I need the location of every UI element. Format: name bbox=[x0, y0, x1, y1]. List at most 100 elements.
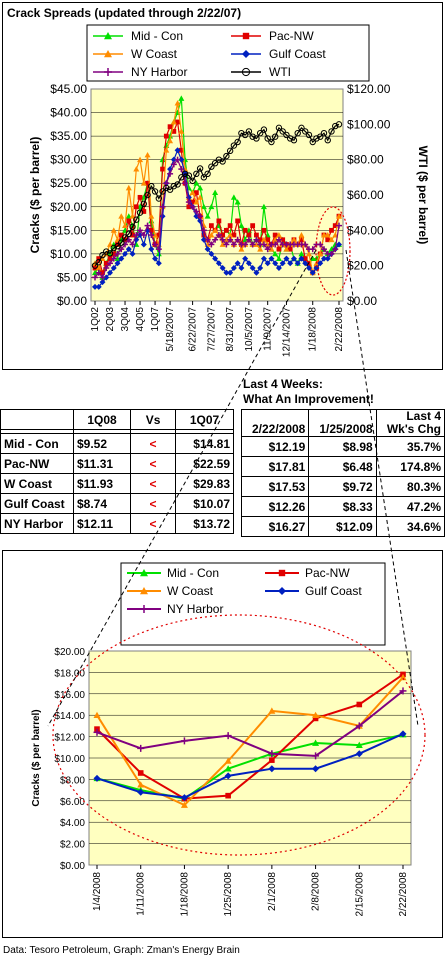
y-tick-label: $10.00 bbox=[54, 754, 85, 765]
cell-prior: $12.09 bbox=[308, 516, 377, 537]
data-point-mid-con bbox=[208, 203, 215, 210]
data-point-wti bbox=[200, 174, 208, 181]
series-wti bbox=[91, 121, 343, 269]
source-note: Data: Tesoro Petroleum, Graph: Zman's En… bbox=[3, 945, 240, 956]
data-point-ny-harbor bbox=[212, 236, 219, 243]
data-point-wti bbox=[204, 170, 211, 178]
data-point-pac-nw bbox=[329, 227, 334, 233]
series-line-gulf-coast bbox=[96, 732, 404, 799]
header-1q07: 1Q07 bbox=[175, 409, 234, 430]
table-row: Mid - Con $9.52 < $14.81 bbox=[0, 433, 234, 454]
data-point-pac-nw bbox=[225, 792, 231, 799]
data-point-w-coast bbox=[137, 156, 144, 163]
x-tick-label: 4Q05 bbox=[135, 307, 146, 332]
data-point-ny-harbor bbox=[137, 744, 145, 752]
data-point-wti bbox=[320, 129, 328, 137]
data-point-wti bbox=[245, 128, 253, 135]
data-point-w-coast bbox=[125, 184, 132, 191]
data-point-w-coast bbox=[189, 189, 196, 196]
data-point-ny-harbor bbox=[180, 737, 188, 745]
data-point-gulf-coast bbox=[324, 255, 331, 262]
data-point-gulf-coast bbox=[355, 750, 363, 758]
x-tick-label: 12/14/2007 bbox=[281, 307, 292, 357]
data-point-pac-nw bbox=[216, 218, 222, 224]
data-point-w-coast bbox=[208, 232, 215, 238]
data-point-wti bbox=[268, 138, 275, 146]
data-point-pac-nw bbox=[175, 119, 180, 125]
data-point-mid-con bbox=[125, 213, 132, 219]
chart-legend: Mid - Con Pac-NW W Coast Gulf Coast NY Harbo… bbox=[86, 24, 370, 82]
data-point-wti bbox=[305, 131, 313, 139]
data-point-ny-harbor bbox=[197, 213, 204, 220]
data-point-ny-harbor bbox=[144, 222, 151, 229]
data-point-ny-harbor bbox=[302, 241, 309, 248]
legend-label-pac-nw: Pac-NW bbox=[269, 29, 314, 43]
y-tick-label: $18.00 bbox=[54, 668, 85, 679]
data-point-ny-harbor bbox=[129, 241, 136, 248]
data-point-wti bbox=[256, 129, 264, 137]
x-tick-label: 2/22/2008 bbox=[334, 307, 345, 352]
data-point-gulf-coast bbox=[317, 260, 324, 267]
row-name: Pac-NW bbox=[0, 453, 74, 474]
data-point-pac-nw bbox=[254, 232, 259, 238]
data-point-w-coast bbox=[324, 232, 331, 238]
data-point-wti bbox=[215, 156, 223, 163]
y-tick-label: $15.00 bbox=[50, 223, 87, 237]
data-point-w-coast bbox=[298, 232, 305, 238]
data-point-wti bbox=[208, 163, 215, 170]
data-point-gulf-coast bbox=[180, 794, 188, 802]
data-point-gulf-coast bbox=[336, 241, 342, 248]
data-point-ny-harbor bbox=[159, 203, 166, 210]
highlight-ellipse bbox=[52, 614, 426, 856]
data-point-w-coast bbox=[174, 100, 181, 106]
data-point-gulf-coast bbox=[137, 788, 145, 796]
data-point-w-coast bbox=[148, 213, 155, 219]
data-point-pac-nw bbox=[156, 232, 162, 238]
y2-tick-label: $80.00 bbox=[347, 153, 384, 167]
data-point-wti bbox=[166, 186, 174, 193]
table-row: $17.81 $6.48 174.8% bbox=[240, 456, 445, 477]
data-point-w-coast bbox=[223, 236, 230, 243]
data-point-ny-harbor bbox=[219, 236, 226, 243]
row-vs: < bbox=[130, 493, 177, 514]
data-point-wti bbox=[211, 160, 219, 167]
y-tick-label: $0.00 bbox=[57, 294, 87, 308]
data-point-wti bbox=[335, 121, 343, 128]
data-point-w-coast bbox=[336, 213, 342, 219]
legend-marker-w-coast bbox=[104, 50, 112, 58]
data-point-pac-nw bbox=[167, 124, 173, 130]
data-point-wti bbox=[174, 181, 181, 188]
data-point-pac-nw bbox=[115, 242, 120, 247]
data-point-ny-harbor bbox=[328, 250, 335, 257]
data-point-wti bbox=[234, 138, 241, 146]
data-point-wti bbox=[114, 243, 121, 250]
x-tick-label: 2/22/2008 bbox=[398, 872, 409, 917]
data-point-wti bbox=[181, 170, 189, 178]
data-point-gulf-coast bbox=[224, 772, 232, 780]
data-point-w-coast bbox=[264, 241, 271, 247]
legend-marker-pac-nw bbox=[278, 569, 286, 577]
table-row: Gulf Coast $8.74 < $10.07 bbox=[0, 493, 234, 514]
data-point-pac-nw bbox=[193, 190, 199, 196]
header-vs: Vs bbox=[130, 409, 177, 430]
table-row: W Coast $11.93 < $29.83 bbox=[0, 473, 234, 494]
legend-label-wti: WTI bbox=[269, 65, 291, 79]
legend-label-mid-con: Mid - Con bbox=[167, 566, 219, 580]
last-8-weeks-chart: Mid - Con Pac-NW W Coast Gulf Coast NY Harbo… bbox=[31, 562, 426, 917]
data-point-pac-nw bbox=[130, 232, 135, 238]
data-point-ny-harbor bbox=[204, 236, 211, 243]
data-point-wti bbox=[118, 239, 125, 246]
y2-tick-label: $40.00 bbox=[347, 223, 384, 237]
row-q108: $12.11 bbox=[72, 513, 132, 534]
data-point-pac-nw bbox=[272, 232, 278, 238]
legend-frame bbox=[86, 24, 370, 82]
cell-change: 35.7% bbox=[375, 436, 445, 457]
data-point-pac-nw bbox=[141, 209, 147, 214]
data-point-w-coast bbox=[133, 166, 140, 172]
legend-label-ny-harbor: NY Harbor bbox=[131, 65, 187, 79]
data-point-ny-harbor bbox=[320, 246, 327, 253]
data-point-w-coast bbox=[129, 213, 136, 219]
data-point-pac-nw bbox=[242, 227, 248, 233]
data-point-pac-nw bbox=[276, 246, 282, 252]
data-point-gulf-coast bbox=[93, 774, 101, 782]
